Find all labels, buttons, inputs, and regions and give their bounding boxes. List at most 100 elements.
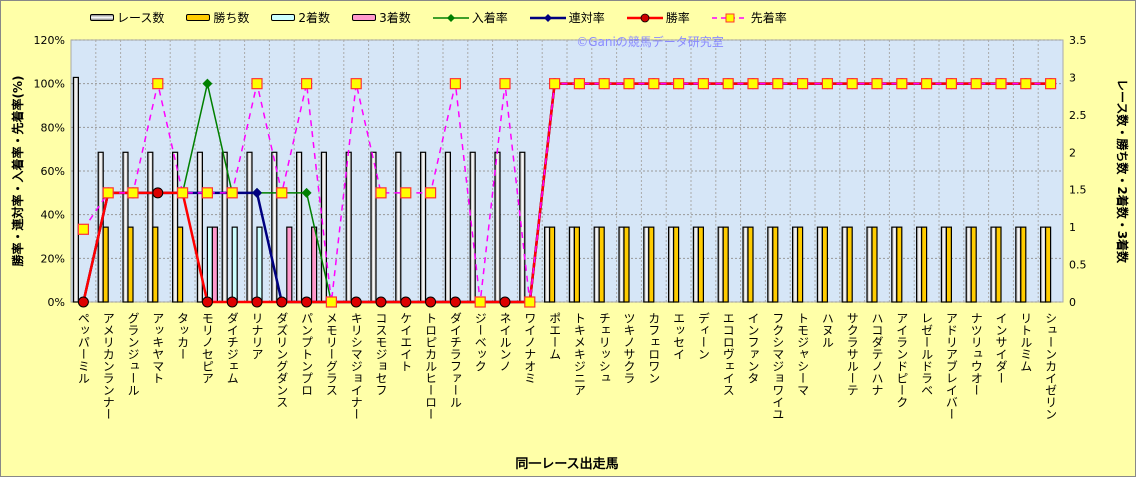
legend-label: 連対率 [568,11,605,25]
bar-wins [920,226,928,303]
data-point [375,296,387,308]
legend-swatch [186,14,211,21]
bar-wins [102,226,109,303]
data-point [499,296,511,308]
data-point [350,78,362,90]
data-point [896,78,908,90]
bar-wins [598,226,605,303]
legend-item-wins: 勝ち数 [186,9,249,26]
x-tick-label: ペッパーミル [76,312,90,384]
x-tick-label: ナツリュウオー [969,312,983,396]
legend-swatch [352,14,377,21]
bar-wins [697,226,705,303]
data-point [747,78,759,90]
data-point [226,296,238,308]
bar-races [122,151,129,303]
data-point [449,296,461,308]
data-point [821,78,834,90]
x-tick-label: アッキヤマト [151,312,165,384]
bar-wins [970,226,977,303]
data-point [201,296,213,308]
x-tick-label: ジーベック [473,312,487,372]
bar-races [940,226,948,303]
y-tick-label: 100% [34,78,65,91]
legend-label: 先着率 [750,11,787,25]
bar-races [370,151,377,303]
bar-races [147,151,154,303]
bar-races [1015,226,1022,303]
bar-races [444,151,451,303]
legend-item-place-rate: 入着率 [432,9,508,26]
legend-label: 3着数 [379,11,411,25]
data-point [252,187,262,198]
data-point [499,78,511,90]
x-tick-label: シューンカイゼリン [1044,312,1058,420]
bar-races [816,226,824,303]
bar-wins [722,226,729,303]
x-tick-label: トモジャシーマ [796,312,810,396]
y-tick-label: 40% [41,209,65,222]
data-point [301,187,312,198]
bar-races [717,226,724,303]
data-point [1020,78,1032,90]
bar-races [469,151,476,303]
bar-races [618,226,625,303]
bar-races [494,151,501,303]
data-point [400,187,412,199]
x-tick-label: エコロヴェイス [721,312,735,396]
bar-wins [747,226,754,303]
bar-races [246,151,253,303]
data-point [202,78,213,89]
data-point [425,187,437,199]
bar-third [211,226,218,303]
data-point [325,296,337,308]
x-tick-label: ダイチジェム [225,312,239,384]
bar-wins [152,226,159,303]
bar-second [206,226,213,303]
y2-tick-label: 0 [1069,296,1076,309]
x-tick-label: モリノセピア [200,312,214,384]
bar-wins [796,226,804,303]
y-tick-label: 80% [41,121,65,134]
bar-races [296,151,303,303]
x-tick-label: カフェロワン [647,312,661,384]
y2-tick-label: 2 [1069,146,1076,159]
x-tick-label: レゼールドラベ [920,312,934,396]
bar-wins [1044,226,1052,303]
bar-races [543,226,551,303]
legend-swatch [271,14,296,21]
x-tick-label: アイランドピーク [895,312,909,408]
legend-item-third: 3着数 [352,9,411,26]
data-point [623,78,635,90]
x-tick-label: アメリカンランナー [101,312,115,420]
bar-wins [623,226,630,303]
x-tick-label: トキメキジニア [572,312,586,396]
legend-item-races: レース数 [90,9,164,26]
x-tick-label: ポエーム [548,312,562,360]
data-point [276,296,288,308]
data-point [449,78,461,90]
x-tick-label: ディーン [696,312,710,360]
y2-axis-title: レース数・勝ち数・2着数・3着数 [1115,79,1130,264]
data-point [1044,78,1057,90]
bar-races [915,226,923,303]
y2-tick-label: 3 [1069,71,1076,84]
legend-line-icon [626,13,663,22]
x-tick-label: インサイダー [994,312,1008,384]
bar-races [791,226,799,303]
data-point [425,296,437,308]
bar-wins [846,226,853,303]
bar-races [395,151,402,303]
legend-label: 2着数 [298,11,331,25]
bar-wins [896,226,903,303]
data-point [201,187,213,199]
data-point [648,78,660,90]
bar-second [256,226,263,303]
bar-races [742,226,749,303]
data-point [350,296,362,308]
x-tick-label: ケイエイト [399,312,413,372]
x-tick-label: リトルミム [1019,312,1033,372]
bar-wins [548,226,556,303]
data-point [77,296,89,308]
